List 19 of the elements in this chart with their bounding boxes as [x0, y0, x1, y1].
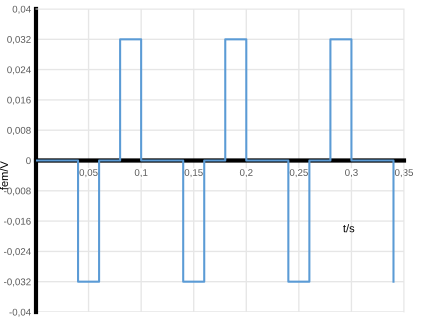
y-axis-title: fem/V: [0, 161, 8, 190]
y-tick-label: 0,008: [7, 126, 31, 135]
y-tick-label: -0,008: [4, 188, 31, 196]
x-tick-label: 0,05: [79, 169, 98, 178]
x-axis-title: t/s: [343, 224, 354, 232]
y-tick-label: 0,032: [7, 36, 31, 44]
y-tick-label: 0,04: [12, 6, 31, 14]
y-tick-label: 0,016: [7, 96, 31, 105]
y-tick-label: -0,016: [4, 218, 31, 226]
y-tick-label: -0,024: [4, 248, 31, 256]
x-tick-label: 0,25: [290, 169, 308, 178]
y-tick-label: -0,04: [9, 308, 31, 317]
x-tick-label: 0,1: [134, 169, 148, 178]
x-tick-label: 0,15: [184, 169, 203, 178]
x-tick-label: 0,2: [240, 169, 253, 178]
x-tick-label: 0,3: [345, 169, 358, 178]
y-tick-label: 0: [26, 157, 31, 164]
y-tick-label: 0,024: [7, 66, 31, 74]
y-tick-label: -0,032: [4, 278, 31, 286]
